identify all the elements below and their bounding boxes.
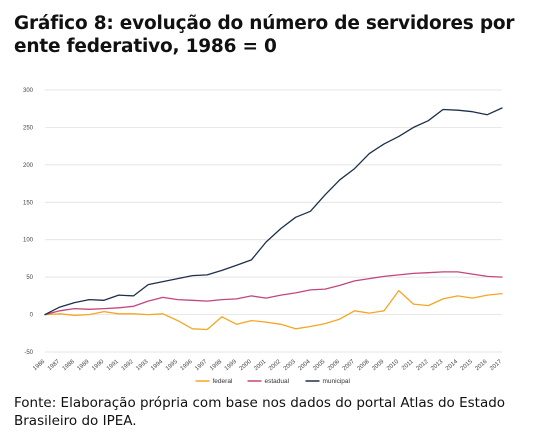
x-tick-label: 2003 <box>283 359 298 373</box>
x-tick-label: 2006 <box>327 359 342 373</box>
x-tick-label: 1998 <box>209 359 224 373</box>
series-line-estadual <box>44 271 503 316</box>
x-tick-label: 1994 <box>150 359 165 373</box>
y-tick-label: 150 <box>23 200 34 206</box>
x-tick-label: 1999 <box>224 359 239 373</box>
x-tick-label: 2008 <box>357 359 372 373</box>
x-tick-label: 2011 <box>401 359 415 372</box>
y-tick-label: 300 <box>23 88 34 94</box>
series-line-federal <box>44 289 503 331</box>
x-tick-label: 2009 <box>371 359 386 373</box>
x-tick-label: 2012 <box>415 359 430 373</box>
x-tick-label: 1993 <box>135 359 150 373</box>
y-tick-label: -50 <box>24 350 33 356</box>
x-tick-label: 2005 <box>312 359 327 373</box>
x-tick-label: 1986 <box>32 359 47 373</box>
x-tick-label: 2001 <box>253 359 268 373</box>
legend-label-municipal: municipal <box>323 378 351 385</box>
legend-label-estadual: estadual <box>265 378 290 385</box>
x-tick-label: 1988 <box>62 359 77 373</box>
y-tick-label: 250 <box>23 125 34 131</box>
x-tick-label: 2014 <box>445 359 460 373</box>
x-tick-label: 1987 <box>47 359 62 373</box>
x-tick-label: 2015 <box>460 359 475 373</box>
x-tick-label: 2016 <box>474 359 489 373</box>
x-tick-label: 2017 <box>489 359 504 373</box>
y-tick-label: 100 <box>23 238 34 244</box>
x-tick-label: 2007 <box>342 359 357 373</box>
series-line-municipal <box>44 107 503 316</box>
x-tick-label: 1990 <box>91 359 106 373</box>
source-note: Fonte: Elaboração própria com base nos d… <box>14 395 506 429</box>
y-tick-label: 50 <box>26 275 33 281</box>
x-tick-label: 1989 <box>76 359 91 373</box>
y-tick-label: 200 <box>23 163 34 169</box>
x-tick-label: 1992 <box>121 359 136 373</box>
x-tick-label: 1995 <box>165 359 180 373</box>
chart-title: Gráfico 8: evolução do número de servido… <box>14 13 515 57</box>
x-tick-label: 2004 <box>298 359 313 373</box>
x-tick-label: 2000 <box>239 359 254 373</box>
x-tick-label: 2002 <box>268 359 283 373</box>
x-tick-label: 1996 <box>180 359 195 373</box>
y-tick-label: 0 <box>30 313 34 319</box>
x-tick-label: 1991 <box>106 359 121 373</box>
legend-label-federal: federal <box>213 378 233 385</box>
x-tick-label: 1997 <box>194 359 209 373</box>
x-tick-label: 2013 <box>430 359 445 373</box>
x-tick-label: 2010 <box>386 359 401 373</box>
